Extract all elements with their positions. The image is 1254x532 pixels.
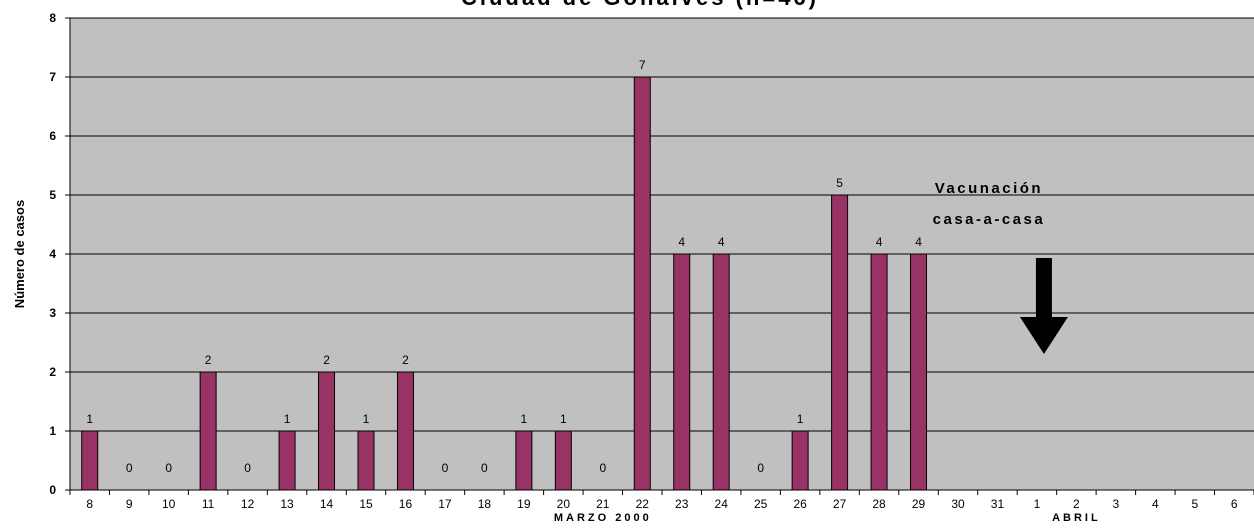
x-tick-label-27: 4 bbox=[1152, 497, 1159, 511]
x-tick-label-10: 18 bbox=[478, 497, 492, 511]
data-label-14: 2 bbox=[323, 353, 330, 367]
x-tick-label-1: 9 bbox=[126, 497, 133, 511]
data-label-29: 4 bbox=[915, 235, 922, 249]
x-tick-label-14: 22 bbox=[636, 497, 650, 511]
data-label-18: 0 bbox=[481, 461, 488, 475]
bar-15 bbox=[357, 430, 375, 491]
y-tick-label-3: 3 bbox=[49, 306, 56, 320]
bar-16 bbox=[396, 371, 414, 491]
x-tick-label-15: 23 bbox=[675, 497, 689, 511]
data-label-13: 1 bbox=[284, 412, 291, 426]
data-label-15: 1 bbox=[363, 412, 370, 426]
bar-29 bbox=[910, 253, 928, 491]
data-label-24: 4 bbox=[718, 235, 725, 249]
x-group-label-marzo: MARZO 2000 bbox=[554, 512, 652, 524]
x-tick-label-12: 20 bbox=[557, 497, 571, 511]
x-axis-ticks: 8 9 10 11 12 13 14 15 16 17 18 19 20 21 22 23 24 25 26 27 28… bbox=[69, 490, 1254, 511]
y-tick-label-2: 2 bbox=[49, 365, 56, 379]
x-tick-label-21: 29 bbox=[912, 497, 926, 511]
bar-27 bbox=[831, 194, 849, 491]
x-tick-label-2: 10 bbox=[162, 497, 176, 511]
data-label-8: 1 bbox=[86, 412, 93, 426]
chart-title: Ciudad de Gonaives (n=46) bbox=[461, 0, 819, 10]
bar-14 bbox=[318, 371, 336, 491]
x-tick-label-0: 8 bbox=[86, 497, 93, 511]
x-tick-label-16: 24 bbox=[715, 497, 729, 511]
bar-8 bbox=[81, 430, 99, 491]
y-tick-label-6: 6 bbox=[49, 129, 56, 143]
data-label-10: 0 bbox=[165, 461, 172, 475]
y-tick-label-5: 5 bbox=[49, 188, 56, 202]
bar-24 bbox=[712, 253, 730, 491]
bar-19 bbox=[515, 430, 533, 491]
bar-23 bbox=[673, 253, 691, 491]
data-label-25: 0 bbox=[757, 461, 764, 475]
data-label-16: 2 bbox=[402, 353, 409, 367]
y-tick-label-8: 8 bbox=[49, 11, 56, 25]
x-tick-label-25: 2 bbox=[1073, 497, 1080, 511]
x-tick-label-17: 25 bbox=[754, 497, 768, 511]
x-group-label-abril: ABRIL bbox=[1052, 512, 1101, 524]
y-tick-label-0: 0 bbox=[49, 483, 56, 497]
data-label-27: 5 bbox=[836, 176, 843, 190]
x-tick-label-20: 28 bbox=[872, 497, 886, 511]
x-tick-label-24: 1 bbox=[1034, 497, 1041, 511]
y-tick-label-7: 7 bbox=[49, 70, 56, 84]
x-tick-label-5: 13 bbox=[280, 497, 294, 511]
x-tick-label-29: 6 bbox=[1231, 497, 1238, 511]
data-label-17: 0 bbox=[442, 461, 449, 475]
x-tick-label-19: 27 bbox=[833, 497, 847, 511]
y-axis-label: Número de casos bbox=[12, 200, 27, 308]
x-tick-label-28: 5 bbox=[1191, 497, 1198, 511]
x-tick-label-22: 30 bbox=[951, 497, 965, 511]
x-tick-label-6: 14 bbox=[320, 497, 334, 511]
x-tick-label-8: 16 bbox=[399, 497, 413, 511]
bar-26 bbox=[791, 430, 809, 491]
x-tick-label-18: 26 bbox=[793, 497, 807, 511]
x-tick-label-13: 21 bbox=[596, 497, 610, 511]
y-axis-ticks: 0 1 2 3 4 5 6 7 8 bbox=[49, 11, 70, 497]
x-tick-label-26: 3 bbox=[1113, 497, 1120, 511]
x-tick-label-4: 12 bbox=[241, 497, 255, 511]
down-arrow-icon bbox=[1019, 258, 1068, 354]
data-label-28: 4 bbox=[876, 235, 883, 249]
bar-28 bbox=[870, 253, 888, 491]
data-label-20: 1 bbox=[560, 412, 567, 426]
x-tick-label-23: 31 bbox=[991, 497, 1005, 511]
bars bbox=[81, 76, 928, 491]
x-tick-label-7: 15 bbox=[359, 497, 373, 511]
data-label-12: 0 bbox=[244, 461, 251, 475]
annotation-line-2: casa-a-casa bbox=[933, 211, 1046, 228]
y-tick-label-4: 4 bbox=[49, 247, 56, 261]
x-tick-label-3: 11 bbox=[202, 497, 215, 511]
data-label-26: 1 bbox=[797, 412, 804, 426]
data-label-19: 1 bbox=[521, 412, 528, 426]
bar-11 bbox=[199, 371, 217, 491]
bar-20 bbox=[554, 430, 572, 491]
data-label-9: 0 bbox=[126, 461, 133, 475]
bar-13 bbox=[278, 430, 296, 491]
x-tick-label-9: 17 bbox=[438, 497, 452, 511]
x-tick-label-11: 19 bbox=[517, 497, 531, 511]
bar-22 bbox=[633, 76, 651, 491]
data-label-11: 2 bbox=[205, 353, 212, 367]
y-tick-label-1: 1 bbox=[49, 424, 56, 438]
data-label-21: 0 bbox=[599, 461, 606, 475]
data-label-22: 7 bbox=[639, 58, 646, 72]
annotation-line-1: Vacunación bbox=[935, 180, 1043, 197]
data-label-23: 4 bbox=[678, 235, 685, 249]
